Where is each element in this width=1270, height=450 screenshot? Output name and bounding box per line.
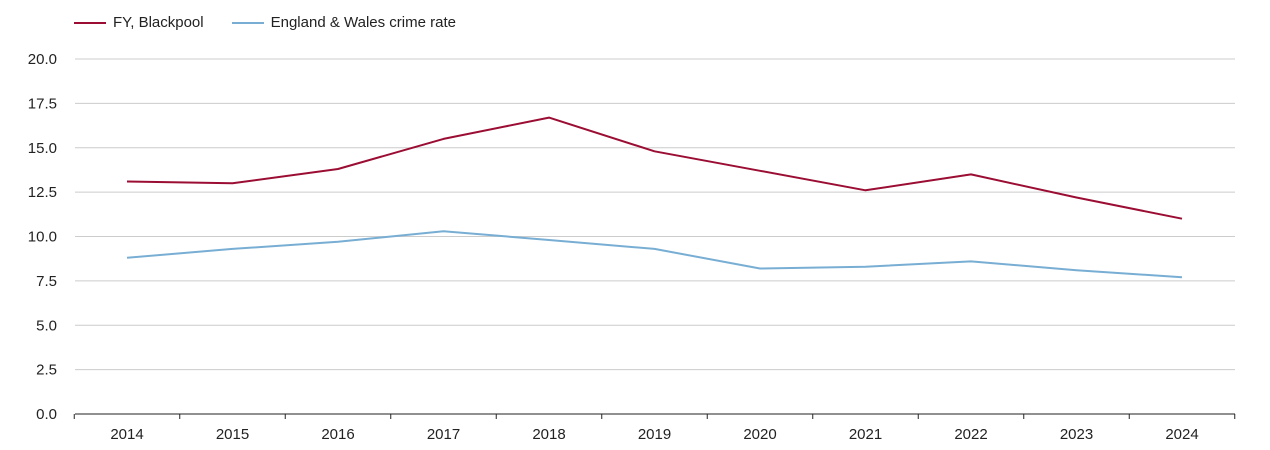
series-0-point-5 [652, 148, 658, 154]
x-tick-label-6: 2020 [743, 426, 776, 443]
series-1-point-6 [757, 265, 763, 271]
legend-swatch-blackpool [74, 21, 106, 24]
y-tick-label-8: 20.0 [28, 51, 57, 68]
y-axis: 0.0 2.5 5.0 7.5 10.0 12.5 15.0 17.5 20.0 [28, 51, 57, 423]
x-tick-label-2: 2016 [321, 426, 354, 443]
x-tick-label-0: 2014 [110, 426, 143, 443]
legend: FY, Blackpool England & Wales crime rate [74, 14, 484, 31]
series-0-point-6 [757, 168, 763, 174]
x-tick-label-5: 2019 [638, 426, 671, 443]
y-tick-label-6: 15.0 [28, 140, 57, 157]
legend-swatch-england-wales [231, 21, 264, 24]
series-1-point-4 [546, 237, 552, 243]
y-tick-label-3: 7.5 [36, 273, 57, 290]
x-tick-label-1: 2015 [216, 426, 249, 443]
series-0-point-4 [546, 115, 552, 121]
legend-item-blackpool[interactable]: FY, Blackpool [74, 14, 204, 31]
legend-label-england-wales: England & Wales crime rate [270, 14, 456, 31]
x-tick-label-7: 2021 [849, 426, 882, 443]
series-1-point-9 [1074, 267, 1080, 273]
series-0-point-2 [335, 166, 341, 172]
series-0-point-10 [1179, 216, 1185, 222]
y-tick-label-5: 12.5 [28, 184, 57, 201]
y-tick-label-0: 0.0 [36, 406, 57, 423]
series-0-point-9 [1074, 194, 1080, 200]
y-tick-label-4: 10.0 [28, 229, 57, 246]
x-axis: 2014 2015 2016 2017 2018 2019 2020 2021 2022 2023… [73, 413, 1236, 443]
x-tick-label-3: 2017 [427, 426, 460, 443]
x-tick-label-9: 2023 [1060, 426, 1093, 443]
series-1-point-10 [1179, 274, 1185, 280]
legend-label-blackpool: FY, Blackpool [113, 14, 204, 31]
y-tick-label-2: 5.0 [36, 317, 57, 334]
y-tick-label-1: 2.5 [36, 362, 57, 379]
series-0-point-3 [441, 136, 447, 142]
series-0-point-0 [124, 178, 130, 184]
series-1-point-8 [968, 258, 974, 264]
series-1-point-2 [335, 239, 341, 245]
series-1-point-3 [441, 228, 447, 234]
x-tick-label-8: 2022 [954, 426, 987, 443]
series-0-point-8 [968, 171, 974, 177]
y-tick-label-7: 17.5 [28, 95, 57, 112]
legend-item-england-wales[interactable]: England & Wales crime rate [231, 14, 456, 31]
x-tick-label-4: 2018 [532, 426, 565, 443]
series-1-point-7 [863, 264, 869, 270]
series-line-0 [126, 116, 1183, 220]
series-1-point-0 [124, 255, 130, 261]
series-0-point-7 [863, 187, 869, 193]
series-1-point-1 [230, 246, 236, 252]
series-0-point-1 [230, 180, 236, 186]
series-group [124, 115, 1185, 280]
series-1-point-5 [652, 246, 658, 252]
gridlines [75, 58, 1235, 371]
series-line-1 [126, 230, 1183, 279]
x-tick-label-10: 2024 [1165, 426, 1198, 443]
